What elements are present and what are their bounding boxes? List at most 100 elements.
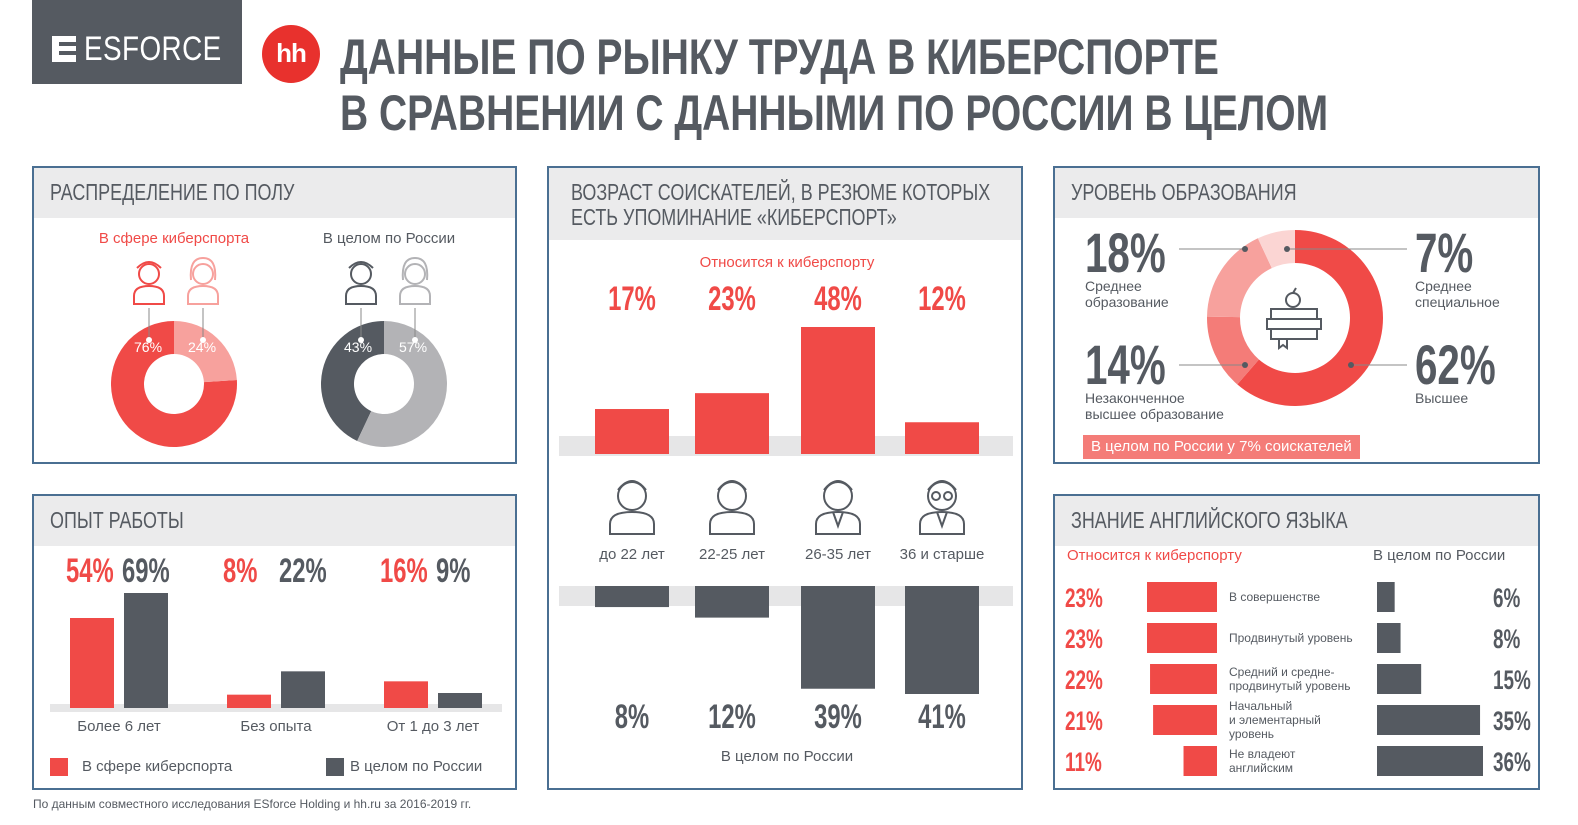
experience-panel-header: ОПЫТ РАБОТЫ bbox=[34, 496, 515, 546]
legend-swatch-russia bbox=[326, 758, 344, 776]
age-value-russia: 8% bbox=[614, 698, 650, 736]
experience-baseline bbox=[50, 704, 502, 712]
education-category-label: высшее образование bbox=[1085, 406, 1224, 422]
age-bar-russia bbox=[595, 586, 669, 608]
age-bar-esports bbox=[595, 409, 669, 454]
donut-slice-male-esports bbox=[111, 321, 237, 447]
experience-value-label: 69% bbox=[122, 552, 170, 590]
english-bar-esports bbox=[1150, 664, 1217, 694]
experience-bar-russia bbox=[124, 593, 168, 708]
age-bar-russia bbox=[695, 586, 769, 618]
experience-value-label: 8% bbox=[223, 552, 258, 590]
person-icon bbox=[609, 480, 655, 535]
experience-bar-esports bbox=[384, 681, 428, 708]
age-bar-esports bbox=[801, 327, 875, 454]
education-category-label: Среднее bbox=[1415, 278, 1472, 294]
english-value-russia: 6% bbox=[1493, 583, 1521, 613]
experience-category-label: Более 6 лет bbox=[77, 718, 161, 735]
english-chart bbox=[1147, 582, 1483, 776]
english-bar-russia bbox=[1377, 705, 1481, 735]
page-title-line-2: В СРАВНЕНИИ С ДАННЫМИ ПО РОССИИ В ЦЕЛОМ bbox=[340, 85, 1329, 141]
english-russia-label: В целом по России bbox=[1373, 547, 1506, 564]
female-icon-russia bbox=[399, 256, 431, 305]
age-value-esports: 17% bbox=[608, 280, 656, 318]
age-value-russia: 41% bbox=[918, 698, 966, 736]
english-category-label: английским bbox=[1229, 761, 1294, 775]
experience-value-label: 22% bbox=[279, 552, 327, 590]
experience-value-label: 9% bbox=[436, 552, 471, 590]
page-title-line-1: ДАННЫЕ ПО РЫНКУ ТРУДА В КИБЕРСПОРТЕ bbox=[340, 29, 1219, 85]
education-value: 62% bbox=[1415, 333, 1496, 396]
experience-category-label: От 1 до 3 лет bbox=[386, 718, 480, 735]
english-category-label: продвинутый уровень bbox=[1229, 679, 1351, 693]
gender-charts bbox=[111, 256, 448, 447]
age-top-baseline bbox=[559, 436, 1013, 456]
english-category-label: Средний и средне- bbox=[1229, 665, 1335, 679]
english-bar-russia bbox=[1377, 664, 1422, 694]
age-value-esports: 12% bbox=[918, 280, 966, 318]
gender-esports-label: В сфере киберспорта bbox=[98, 230, 250, 247]
english-value-esports: 21% bbox=[1065, 706, 1103, 736]
experience-value-label: 16% bbox=[380, 552, 428, 590]
male-icon-esports bbox=[133, 261, 165, 305]
connector-dot bbox=[146, 337, 152, 343]
education-category-label: Незаконченное bbox=[1085, 390, 1185, 406]
english-value-russia: 36% bbox=[1493, 747, 1531, 777]
footnote: По данным совместного исследования ESfor… bbox=[33, 797, 472, 811]
experience-category-label: Без опыта bbox=[240, 718, 312, 735]
education-slice-secondary bbox=[1207, 238, 1272, 318]
person-icon bbox=[919, 480, 965, 535]
donut-label-female-russia: 57% bbox=[399, 339, 428, 355]
connector-dot bbox=[358, 337, 364, 343]
male-icon-russia bbox=[345, 261, 377, 305]
age-value-esports: 48% bbox=[814, 280, 862, 318]
education-callout-dot bbox=[1242, 246, 1248, 252]
age-value-russia: 12% bbox=[708, 698, 756, 736]
age-chart bbox=[559, 327, 1013, 694]
experience-panel-title: ОПЫТ РАБОТЫ bbox=[50, 507, 184, 533]
legend-esports-label: В сфере киберспорта bbox=[82, 758, 233, 775]
education-value: 18% bbox=[1085, 221, 1166, 284]
english-value-esports: 22% bbox=[1065, 665, 1103, 695]
age-category-label: 22-25 лет bbox=[699, 546, 765, 563]
english-category-label: Продвинутый уровень bbox=[1229, 631, 1353, 645]
education-value: 14% bbox=[1085, 333, 1166, 396]
age-value-esports: 23% bbox=[708, 280, 756, 318]
education-category-label: Среднее bbox=[1085, 278, 1142, 294]
english-value-esports: 23% bbox=[1065, 624, 1103, 654]
experience-bar-esports bbox=[70, 618, 114, 708]
education-panel-title: УРОВЕНЬ ОБРАЗОВАНИЯ bbox=[1071, 179, 1297, 205]
experience-bar-russia bbox=[438, 693, 482, 708]
english-bar-russia bbox=[1377, 582, 1395, 612]
hh-logo: hh bbox=[262, 25, 320, 83]
english-value-russia: 8% bbox=[1493, 624, 1521, 654]
age-russia-label: В целом по России bbox=[720, 748, 854, 765]
education-callout-dot bbox=[1348, 362, 1354, 368]
education-slice-vocational bbox=[1257, 230, 1295, 269]
english-bar-esports bbox=[1147, 582, 1217, 612]
english-value-esports: 23% bbox=[1065, 583, 1103, 613]
english-category-label: В совершенстве bbox=[1229, 590, 1321, 604]
age-category-label: 26-35 лет bbox=[805, 546, 871, 563]
education-category-label: специальное bbox=[1415, 294, 1500, 310]
english-category-label: уровень bbox=[1229, 727, 1275, 741]
age-bar-esports bbox=[695, 393, 769, 454]
english-category-label: Не владеют bbox=[1229, 747, 1296, 761]
english-category-label: и элементарный bbox=[1229, 713, 1321, 727]
education-slice-higher bbox=[1237, 230, 1383, 406]
legend-russia-label: В целом по России bbox=[350, 758, 483, 775]
donut-label-male-russia: 43% bbox=[344, 339, 373, 355]
age-panel: ВОЗРАСТ СОИСКАТЕЛЕЙ, В РЕЗЮМЕ КОТОРЫХ ЕС… bbox=[547, 166, 1023, 790]
english-panel: ЗНАНИЕ АНГЛИЙСКОГО ЯЗЫКА Относится к киб… bbox=[1053, 494, 1540, 790]
english-category-label: Начальный bbox=[1229, 699, 1293, 713]
english-value-russia: 15% bbox=[1493, 665, 1531, 695]
education-panel: УРОВЕНЬ ОБРАЗОВАНИЯ В целом по России у … bbox=[1053, 166, 1540, 464]
gender-panel-title: РАСПРЕДЕЛЕНИЕ ПО ПОЛУ bbox=[50, 179, 295, 205]
hh-logo-text: hh bbox=[276, 38, 307, 68]
education-russia-note: В целом по России у 7% соискателей bbox=[1083, 435, 1360, 459]
connector-dot bbox=[412, 337, 418, 343]
education-panel-header: УРОВЕНЬ ОБРАЗОВАНИЯ bbox=[1055, 168, 1538, 218]
age-category-label: до 22 лет bbox=[599, 546, 665, 563]
esforce-logo-text: ESFORCE bbox=[84, 30, 222, 68]
donut-slice-female-russia bbox=[357, 321, 448, 447]
